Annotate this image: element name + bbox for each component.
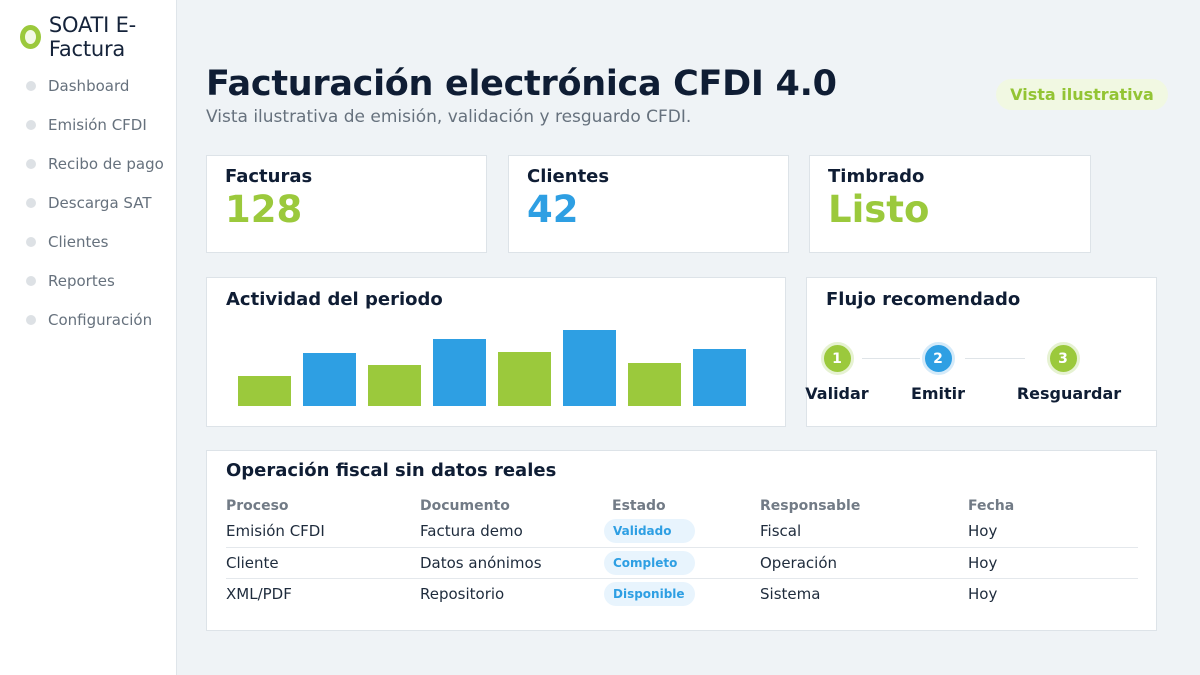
stat-label: Clientes [527, 166, 610, 187]
cell-responsable: Fiscal [760, 516, 968, 548]
bullet-icon [26, 197, 36, 208]
step-number: 3 [1046, 342, 1080, 375]
brand-name: SOATI E-Factura [48, 13, 137, 61]
cell-fecha: Hoy [968, 516, 1138, 548]
chart-bar-6 [563, 330, 616, 406]
cell-fecha: Hoy [968, 584, 998, 603]
table-row[interactable]: XML/PDF Repositorio Disponible Sistema H… [226, 578, 1138, 609]
operations-card: Operación fiscal sin datos reales Proces… [206, 450, 1157, 631]
stat-value: 42 [527, 188, 579, 231]
flow-connector [965, 358, 1025, 359]
flow-step-emitir: 2 Emitir [878, 342, 998, 403]
operations-title: Operación fiscal sin datos reales [226, 460, 557, 481]
logo-ring-icon [20, 25, 41, 49]
sidebar: SOATI E-Factura Dashboard Emisión CFDI R… [0, 0, 177, 675]
cell-proceso: XML/PDF [226, 584, 292, 603]
cell-proceso: Cliente [226, 547, 420, 579]
cell-responsable: Sistema [760, 584, 821, 603]
column-header[interactable]: Fecha [968, 497, 1015, 514]
stat-card-facturas: Facturas 128 [206, 155, 487, 253]
sidebar-item-dashboard[interactable]: Dashboard [26, 66, 164, 105]
cell-documento: Factura demo [420, 516, 612, 548]
cell-proceso: Emisión CFDI [226, 516, 420, 548]
sidebar-nav: Dashboard Emisión CFDI Recibo de pago De… [26, 66, 164, 339]
chart-bar-3 [368, 365, 421, 406]
bullet-icon [26, 275, 36, 286]
cell-estado: Disponible [604, 578, 760, 609]
stat-label: Facturas [225, 166, 313, 187]
activity-title: Actividad del periodo [226, 289, 443, 310]
cell-fecha: Hoy [968, 547, 1138, 579]
step-label: Validar [805, 384, 869, 403]
sidebar-item-recibo-de-pago[interactable]: Recibo de pago [26, 144, 164, 183]
flow-connector [862, 358, 920, 359]
chart-bar-8 [693, 349, 746, 406]
step-number: 1 [820, 342, 854, 375]
stat-label: Timbrado [828, 166, 925, 187]
bullet-icon [26, 236, 36, 247]
chart-bar-7 [628, 363, 681, 406]
stat-card-timbrado: Timbrado Listo [809, 155, 1091, 253]
stat-value: Listo [828, 188, 930, 231]
table-header-row: Proceso Documento Estado Responsable Fec… [226, 495, 1138, 516]
step-number: 2 [921, 342, 955, 375]
column-header[interactable]: Responsable [760, 497, 861, 514]
sidebar-item-configuracion[interactable]: Configuración [26, 300, 164, 339]
status-badge: Validado [604, 519, 695, 544]
column-header[interactable]: Proceso [226, 497, 289, 514]
flow-step-validar: 1 Validar [777, 342, 897, 403]
sidebar-item-label: Recibo de pago [48, 154, 164, 173]
page-title: Facturación electrónica CFDI 4.0 [206, 64, 837, 104]
bullet-icon [26, 314, 36, 325]
chart-bar-5 [498, 352, 551, 406]
flow-card: Flujo recomendado 1 Validar 2 Emitir 3 R… [805, 277, 1157, 427]
operations-table: Proceso Documento Estado Responsable Fec… [226, 495, 1138, 609]
status-badge: Completo [604, 550, 695, 575]
sidebar-item-label: Configuración [48, 310, 153, 329]
stat-card-clientes: Clientes 42 [508, 155, 789, 253]
brand[interactable]: SOATI E-Factura [20, 13, 176, 61]
sidebar-item-label: Clientes [48, 232, 109, 251]
flow-step-resguardar: 3 Resguardar [1003, 342, 1123, 403]
sidebar-item-descarga-sat[interactable]: Descarga SAT [26, 183, 164, 222]
column-header[interactable]: Documento [420, 497, 510, 514]
column-header[interactable]: Estado [612, 497, 666, 514]
status-badge: Disponible [604, 581, 695, 606]
bullet-icon [26, 158, 36, 169]
cell-estado: Validado [604, 516, 760, 548]
chart-bar-1 [238, 376, 291, 406]
sidebar-item-label: Descarga SAT [48, 193, 152, 212]
page-subtitle: Vista ilustrativa de emisión, validación… [206, 107, 692, 127]
cell-documento: Datos anónimos [420, 547, 612, 579]
sidebar-item-label: Reportes [48, 271, 115, 290]
sidebar-item-emision-cfdi[interactable]: Emisión CFDI [26, 105, 164, 144]
stat-value: 128 [225, 188, 303, 231]
sidebar-item-label: Emisión CFDI [48, 115, 147, 134]
chart-bar-2 [303, 353, 356, 406]
activity-bar-chart [238, 330, 748, 406]
view-badge: Vista ilustrativa [996, 79, 1168, 110]
cell-estado: Completo [604, 547, 760, 579]
cell-documento: Repositorio [420, 584, 505, 603]
sidebar-item-clientes[interactable]: Clientes [26, 222, 164, 261]
chart-bar-4 [433, 339, 486, 406]
sidebar-item-label: Dashboard [48, 76, 130, 95]
activity-card: Actividad del periodo [206, 277, 786, 427]
step-label: Resguardar [1016, 384, 1122, 403]
cell-responsable: Operación [760, 547, 968, 579]
step-label: Emitir [910, 384, 966, 403]
sidebar-item-reportes[interactable]: Reportes [26, 261, 164, 300]
table-row[interactable]: Cliente Datos anónimos Completo Operació… [226, 547, 1138, 579]
bullet-icon [26, 119, 36, 130]
table-row[interactable]: Emisión CFDI Factura demo Validado Fisca… [226, 516, 1138, 548]
flow-title: Flujo recomendado [826, 289, 1021, 310]
bullet-icon [26, 80, 36, 91]
